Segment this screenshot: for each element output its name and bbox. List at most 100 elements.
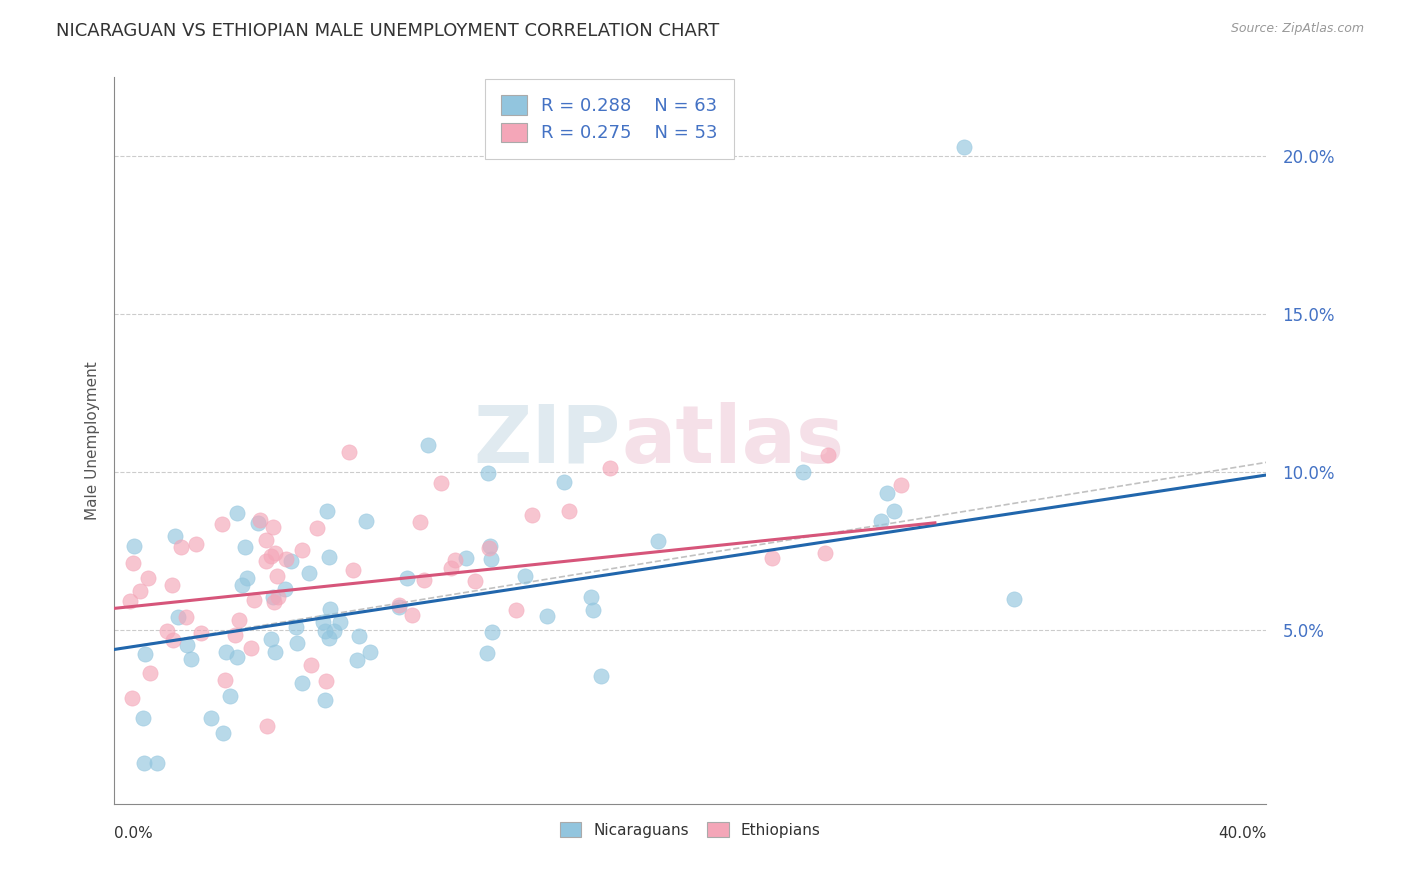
Point [233,540,256,554]
Point [582,603,605,617]
Point [224,628,246,642]
Point [409,516,432,530]
Point [134,756,156,771]
Point [236,571,259,585]
Point [311,615,333,629]
Point [817,448,839,462]
Point [225,649,247,664]
Text: NICARAGUAN VS ETHIOPIAN MALE UNEMPLOYMENT CORRELATION CHART: NICARAGUAN VS ETHIOPIAN MALE UNEMPLOYMEN… [56,22,720,40]
Point [479,551,502,566]
Point [122,540,145,554]
Point [256,719,278,733]
Point [349,629,371,643]
Point [225,506,247,520]
Point [128,584,150,599]
Point [316,504,339,518]
Point [553,475,575,490]
Point [266,590,288,604]
Point [254,554,277,568]
Point [339,445,361,459]
Point [515,569,537,583]
Point [280,553,302,567]
Point [156,624,179,638]
Point [505,603,527,617]
Point [814,546,837,560]
Point [167,609,190,624]
Text: atlas: atlas [621,402,844,480]
Point [264,645,287,659]
Point [329,615,352,629]
Point [581,591,603,605]
Point [478,541,501,555]
Point [599,460,621,475]
Point [162,633,184,648]
Point [520,508,543,522]
Point [456,551,478,566]
Point [264,546,287,560]
Point [285,636,308,650]
Text: Source: ZipAtlas.com: Source: ZipAtlas.com [1230,22,1364,36]
Point [215,645,238,659]
Point [186,537,208,551]
Point [122,556,145,570]
Point [558,504,581,518]
Point [1002,591,1025,606]
Point [121,690,143,705]
Point [440,561,463,575]
Point [298,566,321,580]
Point [214,673,236,687]
Point [869,514,891,528]
Legend: Nicaraguans, Ethiopians: Nicaraguans, Ethiopians [554,815,827,844]
Point [354,514,377,528]
Point [146,756,169,771]
Point [464,574,486,588]
Point [416,438,439,452]
Point [430,475,453,490]
Point [174,609,197,624]
Point [388,599,411,613]
Point [212,725,235,739]
Point [318,549,340,564]
Point [200,711,222,725]
Point [346,652,368,666]
Point [413,573,436,587]
Point [263,595,285,609]
Text: 0.0%: 0.0% [114,826,153,841]
Point [260,549,283,563]
Point [211,516,233,531]
Point [359,645,381,659]
Point [318,631,340,645]
Point [262,590,284,604]
Point [876,486,898,500]
Point [247,516,270,530]
Point [481,624,503,639]
Point [319,602,342,616]
Point [401,608,423,623]
Point [792,465,814,479]
Point [536,608,558,623]
Point [136,571,159,585]
Point [315,674,337,689]
Point [228,613,250,627]
Point [120,594,142,608]
Point [254,533,277,547]
Point [176,639,198,653]
Point [291,543,314,558]
Point [260,632,283,647]
Point [266,569,288,583]
Point [190,625,212,640]
Point [262,520,284,534]
Point [889,477,911,491]
Point [479,539,502,553]
Point [239,641,262,656]
Point [274,582,297,596]
Point [443,553,465,567]
Point [387,600,409,615]
Point [314,692,336,706]
Y-axis label: Male Unemployment: Male Unemployment [86,361,100,520]
Point [163,529,186,543]
Point [274,551,297,566]
Point [477,646,499,660]
Point [139,666,162,681]
Point [883,503,905,517]
